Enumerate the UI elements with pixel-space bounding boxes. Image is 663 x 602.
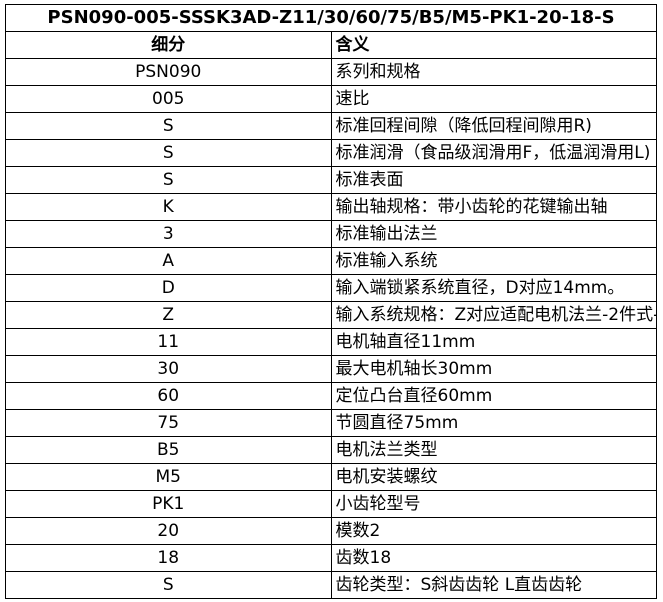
meaning-cell: 标准润滑（食品级润滑用F，低温润滑用L) [330, 139, 657, 167]
meaning-cell: 电机安装螺纹 [330, 463, 657, 491]
segment-cell: D [5, 274, 332, 302]
segment-cell: PSN090 [5, 58, 332, 86]
table-row: S 标准回程间隙（降低回程间隙用R) [5, 112, 657, 140]
table-row: 18 齿数18 [5, 544, 657, 572]
segment-cell: A [5, 247, 332, 275]
segment-cell: K [5, 193, 332, 221]
meaning-cell: 标准输出法兰 [330, 220, 657, 248]
segment-cell: M5 [5, 463, 332, 491]
table-row: D 输入端锁紧系统直径，D对应14mm。 [5, 274, 657, 302]
segment-cell: PK1 [5, 490, 332, 518]
table-row: S 齿轮类型：S斜齿齿轮 L直齿齿轮 [5, 571, 657, 599]
meaning-cell: 最大电机轴长30mm [330, 355, 657, 383]
meaning-cell: 定位凸台直径60mm [330, 382, 657, 410]
segment-cell: 18 [5, 544, 332, 572]
table-row: 005 速比 [5, 85, 657, 113]
meaning-cell: 系列和规格 [330, 58, 657, 86]
segment-cell: 20 [5, 517, 332, 545]
header-meaning: 含义 [330, 31, 657, 59]
table-row: 3 标准输出法兰 [5, 220, 657, 248]
table-row: A 标准输入系统 [5, 247, 657, 275]
meaning-cell: 电机轴直径11mm [330, 328, 657, 356]
segment-cell: 11 [5, 328, 332, 356]
table-row: M5 电机安装螺纹 [5, 463, 657, 491]
table-row: 20 模数2 [5, 517, 657, 545]
segment-cell: S [5, 166, 332, 194]
header-row: 细分 含义 [5, 31, 657, 59]
meaning-cell: 齿数18 [330, 544, 657, 572]
header-segment: 细分 [5, 31, 332, 59]
segment-cell: 30 [5, 355, 332, 383]
table-row: S 标准表面 [5, 166, 657, 194]
segment-cell: B5 [5, 436, 332, 464]
table-row: S 标准润滑（食品级润滑用F，低温润滑用L) [5, 139, 657, 167]
meaning-cell: 节圆直径75mm [330, 409, 657, 437]
table-row: 11 电机轴直径11mm [5, 328, 657, 356]
meaning-cell: 输入端锁紧系统直径，D对应14mm。 [330, 274, 657, 302]
title-row: PSN090-005-SSSK3AD-Z11/30/60/75/B5/M5-PK… [5, 4, 657, 32]
meaning-cell: 标准输入系统 [330, 247, 657, 275]
meaning-cell: 模数2 [330, 517, 657, 545]
table-row: PSN090 系列和规格 [5, 58, 657, 86]
table-row: K 输出轴规格：带小齿轮的花键输出轴 [5, 193, 657, 221]
meaning-cell: 电机法兰类型 [330, 436, 657, 464]
model-code-title: PSN090-005-SSSK3AD-Z11/30/60/75/B5/M5-PK… [5, 4, 657, 32]
segment-cell: 005 [5, 85, 332, 113]
table-row: 75 节圆直径75mm [5, 409, 657, 437]
meaning-cell: 输入系统规格：Z对应适配电机法兰-2件式-圆形通用法兰 [330, 301, 657, 329]
meaning-cell: 标准回程间隙（降低回程间隙用R) [330, 112, 657, 140]
table-row: 30 最大电机轴长30mm [5, 355, 657, 383]
segment-cell: 60 [5, 382, 332, 410]
segment-cell: S [5, 112, 332, 140]
segment-cell: 3 [5, 220, 332, 248]
table-row: PK1 小齿轮型号 [5, 490, 657, 518]
spec-table: PSN090-005-SSSK3AD-Z11/30/60/75/B5/M5-PK… [5, 4, 657, 599]
segment-cell: 75 [5, 409, 332, 437]
meaning-cell: 速比 [330, 85, 657, 113]
meaning-cell: 输出轴规格：带小齿轮的花键输出轴 [330, 193, 657, 221]
meaning-cell: 齿轮类型：S斜齿齿轮 L直齿齿轮 [330, 571, 657, 599]
meaning-cell: 小齿轮型号 [330, 490, 657, 518]
meaning-cell: 标准表面 [330, 166, 657, 194]
segment-cell: S [5, 139, 332, 167]
table-row: 60 定位凸台直径60mm [5, 382, 657, 410]
segment-cell: Z [5, 301, 332, 329]
segment-cell: S [5, 571, 332, 599]
table-row: B5 电机法兰类型 [5, 436, 657, 464]
